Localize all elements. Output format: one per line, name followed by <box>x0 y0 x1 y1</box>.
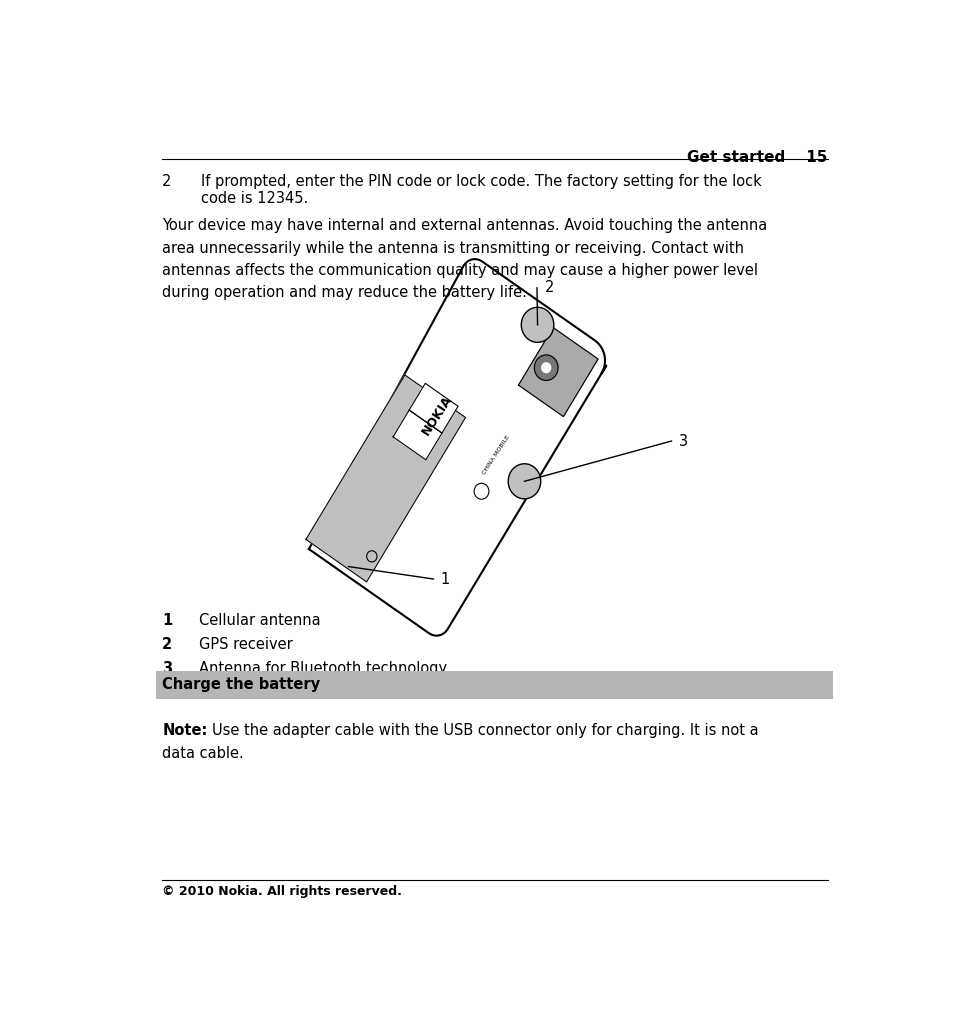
Text: NOKIA: NOKIA <box>419 394 455 438</box>
Text: Your device may have internal and external antennas. Avoid touching the antenna: Your device may have internal and extern… <box>162 219 766 233</box>
Polygon shape <box>306 375 465 582</box>
Text: 1: 1 <box>162 613 172 628</box>
Text: Get started    15: Get started 15 <box>686 150 826 165</box>
Polygon shape <box>518 327 598 416</box>
Polygon shape <box>309 259 606 636</box>
Circle shape <box>540 363 551 373</box>
Text: Cellular antenna: Cellular antenna <box>199 613 320 628</box>
Circle shape <box>534 355 558 380</box>
Text: If prompted, enter the PIN code or lock code. The factory setting for the lock: If prompted, enter the PIN code or lock … <box>200 174 760 189</box>
Text: antennas affects the communication quality and may cause a higher power level: antennas affects the communication quali… <box>162 263 758 278</box>
Polygon shape <box>409 383 457 433</box>
Text: 2: 2 <box>162 174 172 189</box>
Text: 3: 3 <box>679 433 687 449</box>
Text: © 2010 Nokia. All rights reserved.: © 2010 Nokia. All rights reserved. <box>162 885 401 897</box>
Text: Charge the battery: Charge the battery <box>162 678 320 692</box>
Text: Note:: Note: <box>162 723 208 739</box>
Text: Antenna for Bluetooth technology: Antenna for Bluetooth technology <box>199 661 447 677</box>
FancyBboxPatch shape <box>156 670 833 699</box>
Text: data cable.: data cable. <box>162 746 244 760</box>
Polygon shape <box>393 410 441 460</box>
Text: 1: 1 <box>440 572 450 586</box>
Text: 2: 2 <box>162 637 172 653</box>
Text: area unnecessarily while the antenna is transmitting or receiving. Contact with: area unnecessarily while the antenna is … <box>162 240 743 256</box>
Text: CHINA MOBILE: CHINA MOBILE <box>481 435 511 476</box>
Text: 2: 2 <box>544 281 553 295</box>
Text: Use the adapter cable with the USB connector only for charging. It is not a: Use the adapter cable with the USB conne… <box>213 723 759 739</box>
Text: during operation and may reduce the battery life.: during operation and may reduce the batt… <box>162 286 526 300</box>
Circle shape <box>520 308 554 342</box>
Text: 3: 3 <box>162 661 172 677</box>
Text: GPS receiver: GPS receiver <box>199 637 293 653</box>
Text: code is 12345.: code is 12345. <box>200 192 308 206</box>
Circle shape <box>508 464 540 499</box>
